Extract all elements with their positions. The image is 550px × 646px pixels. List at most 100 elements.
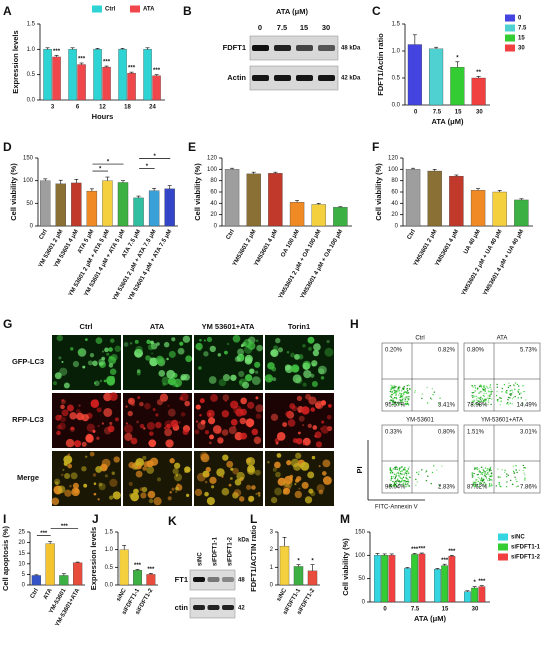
event [500,397,502,399]
x-tick-label: YM53601 2 μM + UA 40 μM [461,229,504,297]
bar [68,49,77,101]
y-tick-label: 1.0 [27,47,36,53]
cell [167,408,176,417]
event [421,469,423,471]
y-tick-label: 80 [391,178,398,184]
bar [143,49,152,101]
event [394,480,397,483]
y-tick-label: 150 [23,156,34,162]
cell [318,465,321,468]
event [474,387,477,389]
event [471,472,473,474]
cell [319,427,323,430]
cell [285,411,292,418]
cell [113,456,120,463]
cell [166,357,169,361]
cell [255,404,264,413]
cell [222,454,229,461]
cell [58,422,66,430]
event [481,478,483,480]
cell [108,363,114,368]
significance: *** [128,66,136,72]
band [222,605,234,610]
cell [308,488,314,494]
event [524,477,526,479]
event [408,472,410,475]
cell [267,460,270,464]
event [488,479,491,481]
cell [150,342,158,350]
cell [109,368,117,375]
significance: *** [78,57,86,63]
cell [60,416,66,423]
event [400,400,402,402]
event [473,485,475,488]
event [404,466,406,469]
event [476,483,479,486]
cell [217,353,222,357]
bar [449,175,464,227]
event [484,389,486,391]
event [518,385,520,387]
event [487,387,489,390]
event [515,469,517,471]
bar [133,570,142,586]
y-tick-label: 100 [23,178,34,184]
bar [411,554,419,603]
event [487,400,490,402]
event [474,390,476,392]
event [399,392,401,395]
x-tick-label: 0 [414,110,418,116]
panel-letter: H [350,317,359,331]
y-tick-label: 0 [214,224,218,230]
cell [70,472,78,480]
x-tick-label: 6 [76,105,80,111]
cell [186,493,190,498]
event [473,399,475,402]
cell [238,370,245,378]
bar [418,553,426,603]
cell [69,484,72,488]
event [389,390,392,393]
cell [168,350,176,358]
event [478,477,481,480]
event [486,469,488,472]
cell [114,345,121,352]
y-tick-label: 0.5 [27,72,36,78]
legend-label: siFDFT1-2 [511,555,541,561]
event [518,393,521,395]
event [483,403,485,406]
cell [234,356,241,363]
event [489,384,492,386]
event [499,397,501,399]
quadrant-percent: 0.80% [438,430,456,436]
cell [97,498,100,501]
cell [128,481,133,486]
event [482,390,484,392]
cell [96,407,102,413]
event [480,473,482,476]
x-tick-label: 12 [99,105,106,111]
event [488,483,491,485]
cell [69,412,77,420]
row-label: FDFT1 [223,43,246,52]
event [392,401,394,403]
bar [429,48,444,106]
cell [230,418,238,426]
cell [286,460,292,466]
event [401,466,403,468]
cell [217,437,224,444]
event [407,390,409,392]
event [484,482,487,485]
event [430,398,433,401]
quadrant-percent: 2.83% [438,485,456,491]
cell [150,340,154,345]
cell [255,339,259,343]
event [484,474,486,476]
cell [175,384,179,388]
cell [307,423,312,428]
event [401,484,404,486]
event [472,386,474,388]
cell [87,360,93,366]
event [479,471,481,473]
